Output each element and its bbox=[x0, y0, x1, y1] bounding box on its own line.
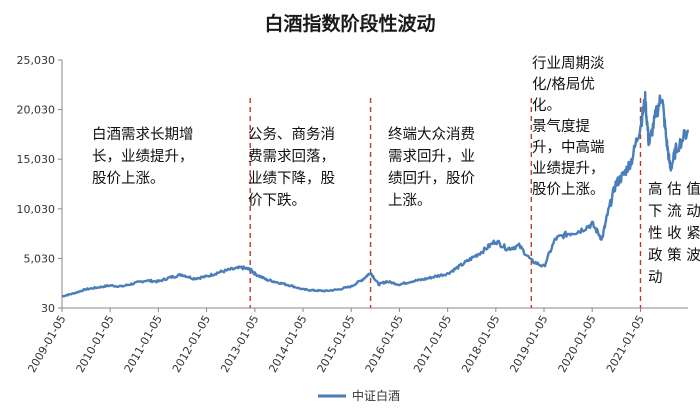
annotation-line: 白酒需求长期增 bbox=[92, 126, 194, 143]
annotation-line: 股价上涨。 bbox=[532, 181, 605, 198]
series-line-baijiu bbox=[61, 90, 690, 298]
annotation-line: 业绩提升， bbox=[532, 160, 605, 177]
annotation-line: 业绩下降，股 bbox=[248, 170, 335, 187]
x-tick-label: 2017-01-05 bbox=[411, 313, 454, 375]
legend-label: 中证白酒 bbox=[352, 388, 400, 403]
axes bbox=[61, 60, 688, 309]
annotation-line: 长，业绩提升， bbox=[92, 148, 194, 165]
annotation-line: 需求回升，业 bbox=[388, 148, 475, 165]
annotation-line: 下 流 动 bbox=[648, 203, 700, 220]
annotation-line: 价下跌。 bbox=[248, 192, 306, 209]
annotation-line: 行业周期淡 bbox=[532, 55, 605, 72]
x-tick-label: 2019-01-05 bbox=[507, 313, 550, 375]
phase-annotation: 高 估 值下 流 动性 收 紧、政 策 波动 bbox=[648, 181, 700, 286]
y-tick-label: 30 bbox=[41, 302, 55, 315]
x-tick-label: 2012-01-05 bbox=[170, 313, 213, 375]
y-tick-label: 15,030 bbox=[17, 153, 56, 166]
y-tick-label: 10,030 bbox=[17, 203, 56, 216]
annotation-line: 化/格局优 bbox=[532, 76, 595, 93]
annotation-line: 动 bbox=[648, 269, 663, 286]
annotation-line: 政 策 波 bbox=[648, 247, 700, 264]
legend: 中证白酒 bbox=[318, 388, 400, 403]
chart-title: 白酒指数阶段性波动 bbox=[264, 12, 435, 35]
x-tick-label: 2015-01-05 bbox=[315, 313, 358, 375]
annotation-line: 上涨。 bbox=[388, 192, 432, 209]
annotation-line: 升，中高端 bbox=[532, 139, 605, 156]
y-tick-label: 25,030 bbox=[17, 54, 56, 67]
annotation-line: 费需求回落， bbox=[248, 148, 335, 165]
x-tick-label: 2020-01-05 bbox=[556, 313, 599, 375]
series-layer bbox=[61, 90, 690, 298]
annotation-line: 终端大众消费 bbox=[388, 126, 475, 143]
x-tick-label: 2021-01-05 bbox=[604, 313, 647, 375]
x-tick-label: 2013-01-05 bbox=[218, 313, 261, 375]
x-tick-label: 2009-01-05 bbox=[25, 313, 68, 375]
y-tick-label: 5,030 bbox=[24, 252, 56, 265]
annotation-line: 股价上涨。 bbox=[92, 170, 165, 187]
y-tick-label: 20,030 bbox=[17, 104, 56, 117]
annotation-line: 化。 bbox=[532, 97, 561, 114]
x-tick-label: 2014-01-05 bbox=[266, 313, 309, 375]
x-tick-label: 2016-01-05 bbox=[363, 313, 406, 375]
x-tick-label: 2010-01-05 bbox=[74, 313, 117, 375]
annotation-line: 绩回升，股价 bbox=[388, 170, 475, 187]
x-axis-ticks: 2009-01-05 2010-01-05 2011-01-05 2012-01-05… bbox=[25, 308, 647, 375]
x-tick-label: 2018-01-05 bbox=[459, 313, 502, 375]
annotation-line: 公务、商务消 bbox=[248, 126, 335, 143]
annotation-line: 性 收 紧、 bbox=[648, 225, 700, 242]
y-axis-ticks: 30 5,030 10,030 15,030 20,030 25,030 bbox=[17, 54, 62, 315]
x-tick-label: 2011-01-05 bbox=[122, 313, 165, 375]
annotation-line: 景气度提 bbox=[532, 118, 590, 135]
annotation-line: 高 估 值 bbox=[648, 181, 700, 198]
